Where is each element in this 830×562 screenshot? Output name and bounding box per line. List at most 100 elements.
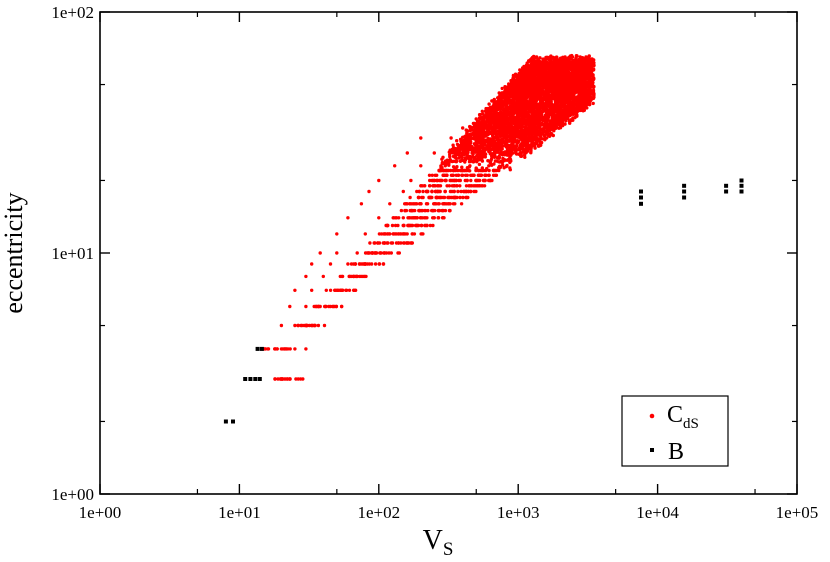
- cds-point: [508, 166, 512, 170]
- cds-point: [382, 241, 386, 245]
- cds-point: [461, 135, 465, 139]
- cds-point: [307, 323, 312, 328]
- cds-point: [498, 105, 502, 109]
- cds-point: [470, 132, 475, 136]
- cds-point: [483, 140, 487, 144]
- cds-point: [335, 288, 339, 292]
- cds-point: [519, 128, 523, 132]
- cds-point: [464, 195, 468, 200]
- cds-point: [497, 155, 502, 160]
- cds-point: [468, 135, 473, 139]
- cds-point: [568, 109, 572, 113]
- cds-point: [548, 119, 552, 123]
- cds-point: [544, 96, 549, 100]
- cds-point: [569, 71, 574, 76]
- cds-point: [376, 241, 380, 245]
- cds-point: [584, 72, 588, 76]
- cds-point: [486, 173, 491, 177]
- cds-point: [453, 202, 457, 206]
- cds-point: [482, 184, 487, 188]
- cds-point: [590, 85, 594, 89]
- cds-point: [405, 202, 409, 206]
- cds-point: [501, 163, 505, 167]
- cds-point: [282, 377, 286, 381]
- cds-point: [474, 167, 478, 171]
- cds-point: [456, 189, 460, 194]
- cds-point: [574, 113, 578, 117]
- cds-point: [479, 173, 483, 177]
- cds-point: [435, 173, 439, 177]
- cds-point: [500, 151, 504, 155]
- cds-point: [482, 117, 486, 121]
- cds-point: [480, 136, 485, 141]
- cds-point: [480, 166, 484, 170]
- cds-point: [469, 178, 473, 183]
- cds-point: [502, 158, 507, 162]
- cds-point: [508, 148, 513, 152]
- cds-point: [459, 189, 463, 194]
- cds-point: [444, 202, 449, 206]
- cds-point: [515, 79, 520, 83]
- cds-point: [487, 168, 491, 173]
- cds-point: [315, 304, 319, 309]
- cds-point: [532, 115, 537, 120]
- cds-point: [438, 189, 442, 194]
- cds-point: [328, 288, 333, 292]
- cds-point: [520, 147, 525, 151]
- cds-point: [540, 110, 544, 115]
- cds-point: [416, 195, 421, 200]
- cds-point: [406, 241, 410, 245]
- cds-point: [397, 241, 401, 245]
- cds-point: [397, 232, 401, 236]
- cds-point: [546, 130, 550, 134]
- cds-point: [322, 323, 327, 328]
- cds-point: [440, 157, 444, 161]
- cds-point: [505, 137, 509, 142]
- cds-point: [522, 133, 526, 137]
- cds-point: [480, 184, 484, 188]
- cds-point: [463, 156, 467, 160]
- cds-point: [567, 119, 572, 123]
- cds-point: [509, 144, 513, 149]
- cds-point: [510, 140, 514, 144]
- cds-point: [489, 159, 493, 163]
- cds-point: [463, 178, 467, 183]
- cds-point: [430, 173, 434, 177]
- cds-point: [497, 148, 501, 152]
- cds-point: [436, 208, 440, 213]
- cds-point: [463, 152, 468, 156]
- cds-point: [418, 208, 422, 213]
- cds-point: [379, 232, 384, 236]
- cds-point: [415, 189, 419, 194]
- cds-point: [496, 132, 500, 136]
- cds-point: [525, 141, 529, 145]
- cds-point: [417, 189, 422, 194]
- cds-point: [422, 216, 427, 220]
- cds-point: [450, 149, 454, 154]
- cds-point: [455, 148, 459, 152]
- cds-point: [536, 103, 540, 107]
- cds-point: [474, 189, 478, 194]
- cds-point: [351, 274, 356, 279]
- cds-point: [430, 208, 434, 213]
- cds-point: [470, 173, 474, 177]
- cds-point: [358, 262, 362, 266]
- cds-point: [403, 208, 407, 213]
- cds-point: [529, 102, 533, 106]
- cds-point: [478, 112, 482, 117]
- cds-point: [440, 167, 444, 171]
- cds-point: [578, 87, 582, 91]
- cds-point: [399, 208, 404, 213]
- cds-point: [353, 288, 358, 292]
- cds-point: [374, 251, 379, 255]
- cds-point: [579, 77, 583, 81]
- cds-point: [494, 141, 498, 145]
- cds-point: [512, 121, 516, 126]
- cds-point: [497, 123, 501, 128]
- cds-point: [487, 164, 491, 168]
- cds-point: [387, 251, 391, 255]
- cds-point: [421, 189, 425, 194]
- cds-point: [484, 130, 489, 135]
- cds-point: [547, 124, 552, 128]
- cds-point: [273, 347, 277, 351]
